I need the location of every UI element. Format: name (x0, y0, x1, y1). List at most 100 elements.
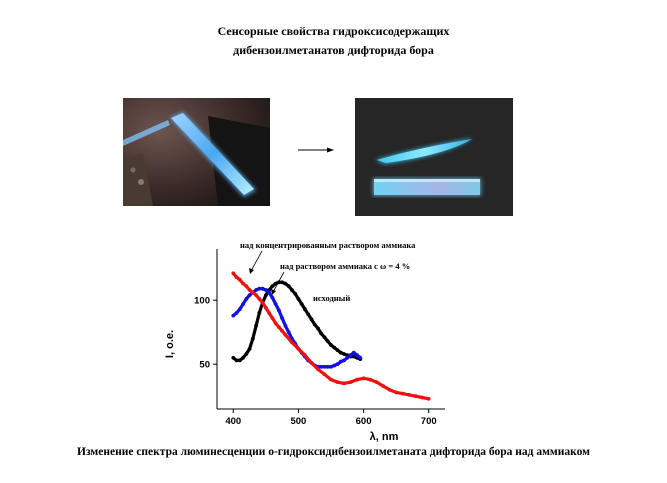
data-point-concentrated (277, 325, 281, 329)
data-point-initial (332, 345, 337, 350)
photo-two-plates-image (355, 98, 513, 216)
data-point-4-percent (325, 364, 330, 369)
data-point-concentrated (322, 372, 327, 377)
data-point-concentrated (329, 377, 333, 382)
data-point-4-percent (338, 359, 343, 364)
arrow-right-icon (298, 147, 334, 153)
data-point-4-percent (260, 286, 265, 291)
x-tick-label-400: 400 (225, 416, 241, 427)
legend-annotations: над концентрированным раствором аммиака … (240, 240, 416, 303)
data-point-concentrated (290, 340, 294, 345)
axis-ticks: 400 500 600 700 50 100 (194, 296, 437, 427)
data-point-concentrated (241, 281, 245, 286)
data-point-concentrated (303, 353, 307, 358)
data-point-concentrated (335, 380, 340, 384)
data-point-concentrated (316, 367, 320, 372)
data-point-4-percent (332, 363, 337, 368)
data-point-initial (234, 358, 239, 363)
data-point-4-percent (273, 302, 278, 306)
data-point-initial (231, 355, 236, 360)
photo-single-plate-image (123, 98, 270, 206)
data-point-concentrated (394, 390, 398, 395)
data-point-4-percent (254, 288, 258, 292)
data-point-concentrated (283, 332, 288, 337)
data-point-initial (338, 350, 343, 355)
data-point-4-percent (351, 350, 356, 355)
x-tick-label-700: 700 (421, 416, 437, 427)
data-point-initial (237, 358, 242, 363)
data-point-initial (280, 280, 284, 285)
series-label-initial: исходный (313, 293, 350, 303)
data-point-initial (342, 352, 346, 356)
data-point-initial (250, 336, 255, 341)
data-point-concentrated (280, 329, 284, 333)
data-point-4-percent (264, 288, 268, 292)
data-point-concentrated (231, 271, 236, 276)
series-line-initial (231, 280, 362, 362)
data-point-concentrated (400, 391, 405, 396)
data-point-concentrated (244, 284, 249, 288)
data-point-4-percent (237, 307, 242, 312)
data-point-concentrated (267, 311, 271, 315)
photo-two-plates (355, 98, 513, 216)
data-point-initial (241, 355, 245, 360)
title-line-2: дибензоилметанатов дифторида бора (233, 43, 434, 57)
y-tick-label-50: 50 (199, 360, 210, 371)
data-point-4-percent (277, 308, 281, 313)
x-tick-label-500: 500 (290, 416, 306, 427)
data-point-4-percent (244, 297, 249, 301)
data-point-initial (322, 335, 327, 340)
data-point-concentrated (368, 377, 372, 382)
data-point-4-percent (283, 323, 288, 328)
x-axis-label: λ, nm (370, 431, 399, 443)
data-point-initial (306, 312, 311, 317)
data-point-4-percent (234, 311, 239, 315)
data-point-concentrated (309, 361, 314, 365)
luminescence-spectrum-chart: 400 500 600 700 50 100 λ, nm I, o.e. над конц… (164, 240, 445, 443)
data-point-4-percent (231, 313, 236, 318)
data-point-initial (325, 339, 330, 344)
data-point-concentrated (250, 290, 255, 295)
data-point-concentrated (264, 306, 268, 310)
data-point-concentrated (407, 393, 412, 397)
data-point-initial (335, 348, 340, 352)
data-point-initial (351, 354, 356, 359)
data-point-concentrated (361, 376, 366, 381)
data-point-concentrated (296, 346, 301, 351)
data-point-initial (247, 346, 252, 351)
data-point-4-percent (345, 355, 350, 360)
data-point-4-percent (280, 316, 284, 320)
series-label-concentrated: над концентрированным раствором аммиака (240, 240, 416, 250)
series-label-4-percent: над раствором аммиака с ω = 4 % (280, 261, 410, 271)
plot-area (231, 271, 431, 401)
data-point-initial (319, 331, 324, 336)
data-point-concentrated (355, 377, 359, 382)
series-pointer-4-percent (272, 271, 285, 293)
figure-caption: Изменение спектра люминесценции о-гидрок… (77, 446, 590, 458)
data-point-concentrated (234, 275, 239, 280)
title-line-1: Сенсорные свойства гидроксисодержащих (217, 24, 450, 38)
data-point-concentrated (381, 384, 385, 388)
data-point-concentrated (426, 396, 431, 401)
y-axis-label: I, o.e. (164, 330, 176, 358)
series-concentrated (231, 271, 431, 401)
data-point-initial (264, 293, 268, 297)
data-point-initial (303, 307, 307, 312)
data-point-initial (244, 352, 249, 356)
data-point-initial (273, 281, 278, 286)
data-point-initial (270, 284, 275, 288)
data-point-initial (329, 343, 333, 347)
data-point-4-percent (241, 302, 245, 306)
data-point-initial (254, 323, 258, 328)
data-point-concentrated (247, 288, 252, 292)
data-point-4-percent (329, 364, 333, 369)
data-point-concentrated (348, 380, 353, 384)
y-tick-label-100: 100 (194, 296, 210, 307)
data-point-4-percent (348, 353, 353, 358)
data-point-4-percent (355, 353, 359, 358)
series-pointer-4-percent-head (271, 289, 276, 295)
data-point-4-percent (322, 364, 327, 369)
data-point-4-percent (358, 355, 363, 360)
data-point-initial (293, 291, 298, 296)
data-point-initial (296, 297, 301, 301)
